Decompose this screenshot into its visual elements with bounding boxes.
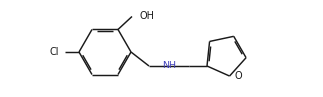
Text: OH: OH bbox=[139, 11, 154, 21]
Text: NH: NH bbox=[162, 61, 176, 71]
Text: Cl: Cl bbox=[49, 47, 59, 57]
Text: O: O bbox=[234, 71, 242, 81]
